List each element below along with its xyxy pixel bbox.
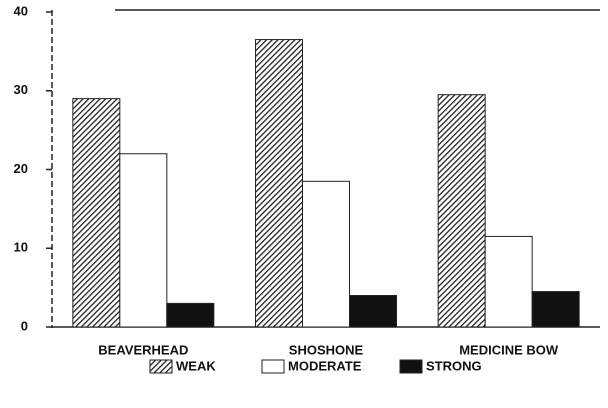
bar: [349, 295, 397, 328]
legend-label: MODERATE: [288, 358, 362, 373]
bar: [119, 153, 168, 328]
bar: [484, 235, 533, 328]
bar: [531, 291, 580, 328]
x-tick-label: BEAVERHEAD: [98, 342, 188, 357]
y-tick-label: 0: [21, 318, 28, 333]
y-tick-label: 40: [14, 3, 28, 18]
x-tick-label: SHOSHONE: [289, 342, 364, 357]
y-tick-label: 20: [14, 161, 28, 176]
legend-swatch: [261, 359, 285, 374]
legend-swatch: [149, 359, 173, 374]
y-tick-label: 10: [14, 240, 28, 255]
bar: [255, 39, 303, 328]
x-tick-label: MEDICINE BOW: [459, 342, 559, 357]
bar: [72, 98, 121, 328]
legend-label: WEAK: [176, 358, 216, 373]
bar: [302, 180, 350, 328]
bar: [166, 302, 215, 328]
bar: [437, 94, 486, 328]
y-tick-label: 30: [14, 82, 28, 97]
legend-label: STRONG: [426, 358, 482, 373]
legend-swatch: [399, 359, 423, 374]
